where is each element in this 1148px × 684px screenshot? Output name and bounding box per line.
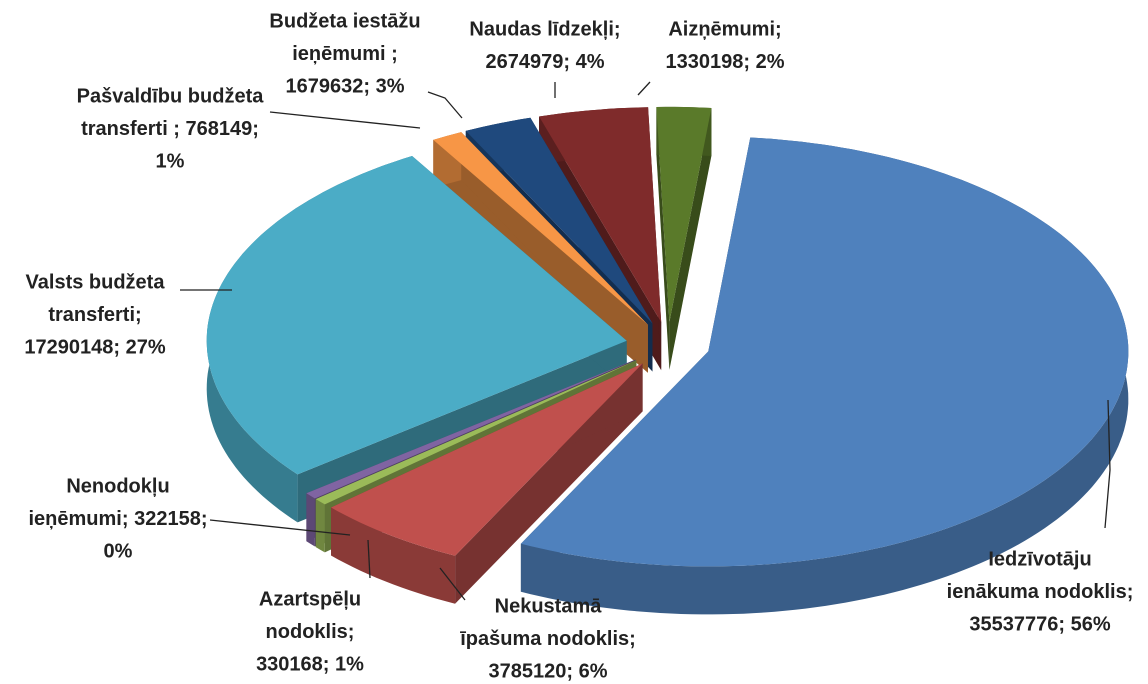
- data-label: 1330198; 2%: [666, 51, 785, 73]
- slice-top: [206, 156, 627, 475]
- data-label: 1%: [156, 150, 185, 172]
- slice-side: [306, 493, 315, 547]
- slice-top: [315, 360, 637, 505]
- slice-top: [656, 106, 712, 322]
- leader-line: [269, 111, 421, 129]
- data-label: ieņēmumi; 322158;: [29, 508, 208, 530]
- slice-top: [331, 363, 643, 556]
- slice-side: [520, 137, 1129, 615]
- slice-side: [331, 507, 456, 604]
- data-label: 1679632; 3%: [286, 75, 405, 97]
- leader-line: [637, 81, 651, 96]
- slice: [656, 106, 712, 370]
- data-label: Nekustamā: [495, 595, 603, 617]
- slice-top: [433, 132, 648, 325]
- data-label: 2674979; 4%: [486, 51, 605, 73]
- data-label: nodoklis;: [266, 621, 355, 643]
- slice-top: [465, 117, 653, 324]
- slice-top: [520, 137, 1129, 567]
- leader-line: [1104, 399, 1111, 529]
- slice: [331, 363, 643, 604]
- slice-wall: [669, 108, 712, 370]
- data-label: 3785120; 6%: [489, 660, 608, 682]
- data-label: Valsts budžeta: [26, 271, 166, 293]
- data-label: īpašuma nodoklis;: [459, 628, 636, 650]
- data-label: Azartspēļu: [259, 588, 361, 610]
- data-label: 35537776; 56%: [969, 613, 1110, 635]
- data-label: ieņēmumi ;: [292, 43, 398, 65]
- data-label: ienākuma nodoklis;: [947, 581, 1134, 603]
- data-label: 17290148; 27%: [24, 336, 165, 358]
- data-label: Budžeta iestāžu: [269, 10, 420, 32]
- data-label: transferti;: [48, 304, 141, 326]
- data-label: 0%: [104, 540, 133, 562]
- data-label: Naudas līdzekļi;: [469, 18, 620, 40]
- slice: [520, 137, 1129, 615]
- data-label: Pašvaldību budžeta: [77, 85, 265, 107]
- leader-line: [367, 539, 371, 579]
- slice-side: [315, 499, 325, 553]
- leader-line: [427, 91, 463, 119]
- data-label: Aizņēmumi;: [668, 18, 781, 40]
- leader-line: [439, 567, 466, 601]
- data-label: Nenodokļu: [66, 475, 169, 497]
- slice-top: [306, 359, 636, 499]
- slice-wall: [656, 107, 670, 370]
- data-label: 330168; 1%: [256, 653, 364, 675]
- data-label: Iedzīvotāju: [988, 548, 1091, 570]
- leader-line: [209, 519, 351, 536]
- data-label: transferti ; 768149;: [81, 118, 259, 140]
- slice-top: [539, 107, 662, 323]
